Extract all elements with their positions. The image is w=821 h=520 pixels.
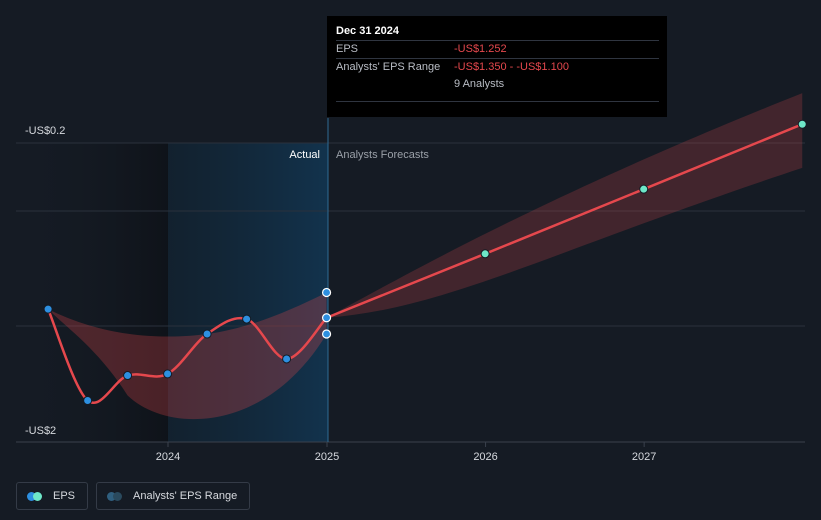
y-axis-top-label: -US$0.2 (25, 125, 65, 137)
range-legend-icon (107, 491, 125, 501)
eps-range-band-forecast (326, 93, 803, 318)
actual-highlight-band (168, 143, 328, 442)
tooltip-analysts-row: 9 Analysts (336, 76, 659, 93)
eps-forecast-point (797, 119, 807, 129)
eps-actual-point (83, 395, 93, 405)
eps-actual-point (202, 329, 212, 339)
eps-points (43, 119, 807, 405)
tooltip-eps-row: EPS -US$1.252 (336, 40, 659, 58)
x-tick-label: 2025 (315, 451, 339, 463)
x-tick-label: 2026 (473, 451, 497, 463)
tooltip-range-label: Analysts' EPS Range (336, 61, 441, 73)
eps-actual-point (282, 354, 292, 364)
tooltip-range-row: Analysts' EPS Range -US$1.350 - -US$1.10… (336, 58, 659, 76)
eps-actual-point (123, 371, 133, 381)
eps-current-point (321, 313, 332, 323)
legend-eps-toggle[interactable]: EPS (16, 482, 89, 510)
legend-range-label: Analysts' EPS Range (133, 490, 238, 502)
tooltip-divider (336, 101, 659, 102)
tooltip-date: Dec 31 2024 (336, 25, 399, 37)
tooltip-eps-value: -US$1.252 (454, 43, 507, 55)
eps-forecast-point (639, 184, 649, 194)
eps-actual-point (43, 304, 53, 314)
tooltip-range-value: -US$1.350 - -US$1.100 (454, 61, 569, 73)
eps-forecast-point (480, 249, 490, 259)
eps-range-high-point (321, 287, 332, 298)
legend-range-toggle[interactable]: Analysts' EPS Range (96, 482, 251, 510)
eps-range-low-point (321, 329, 332, 339)
eps-line-forecast (326, 123, 803, 319)
gridlines (16, 142, 805, 327)
x-axis-ticks: 2024 2025 2026 2027 (156, 442, 656, 463)
eps-actual-point (163, 369, 173, 379)
eps-actual-point (242, 314, 252, 324)
actual-region-label: Actual (289, 149, 320, 161)
chart-legend: EPS Analysts' EPS Range (16, 482, 251, 510)
y-axis-bottom-label: -US$2 (25, 425, 56, 437)
x-tick-label: 2027 (632, 451, 656, 463)
tooltip-eps-label: EPS (336, 43, 359, 55)
eps-legend-icon (27, 491, 45, 501)
tooltip-analysts-count: 9 Analysts (454, 78, 505, 90)
x-tick-label: 2024 (156, 451, 180, 463)
legend-eps-label: EPS (53, 490, 76, 502)
data-tooltip: Dec 31 2024 EPS -US$1.252 Analysts' EPS … (327, 16, 667, 117)
forecast-region-label: Analysts Forecasts (336, 149, 429, 161)
past-shade (16, 143, 168, 442)
